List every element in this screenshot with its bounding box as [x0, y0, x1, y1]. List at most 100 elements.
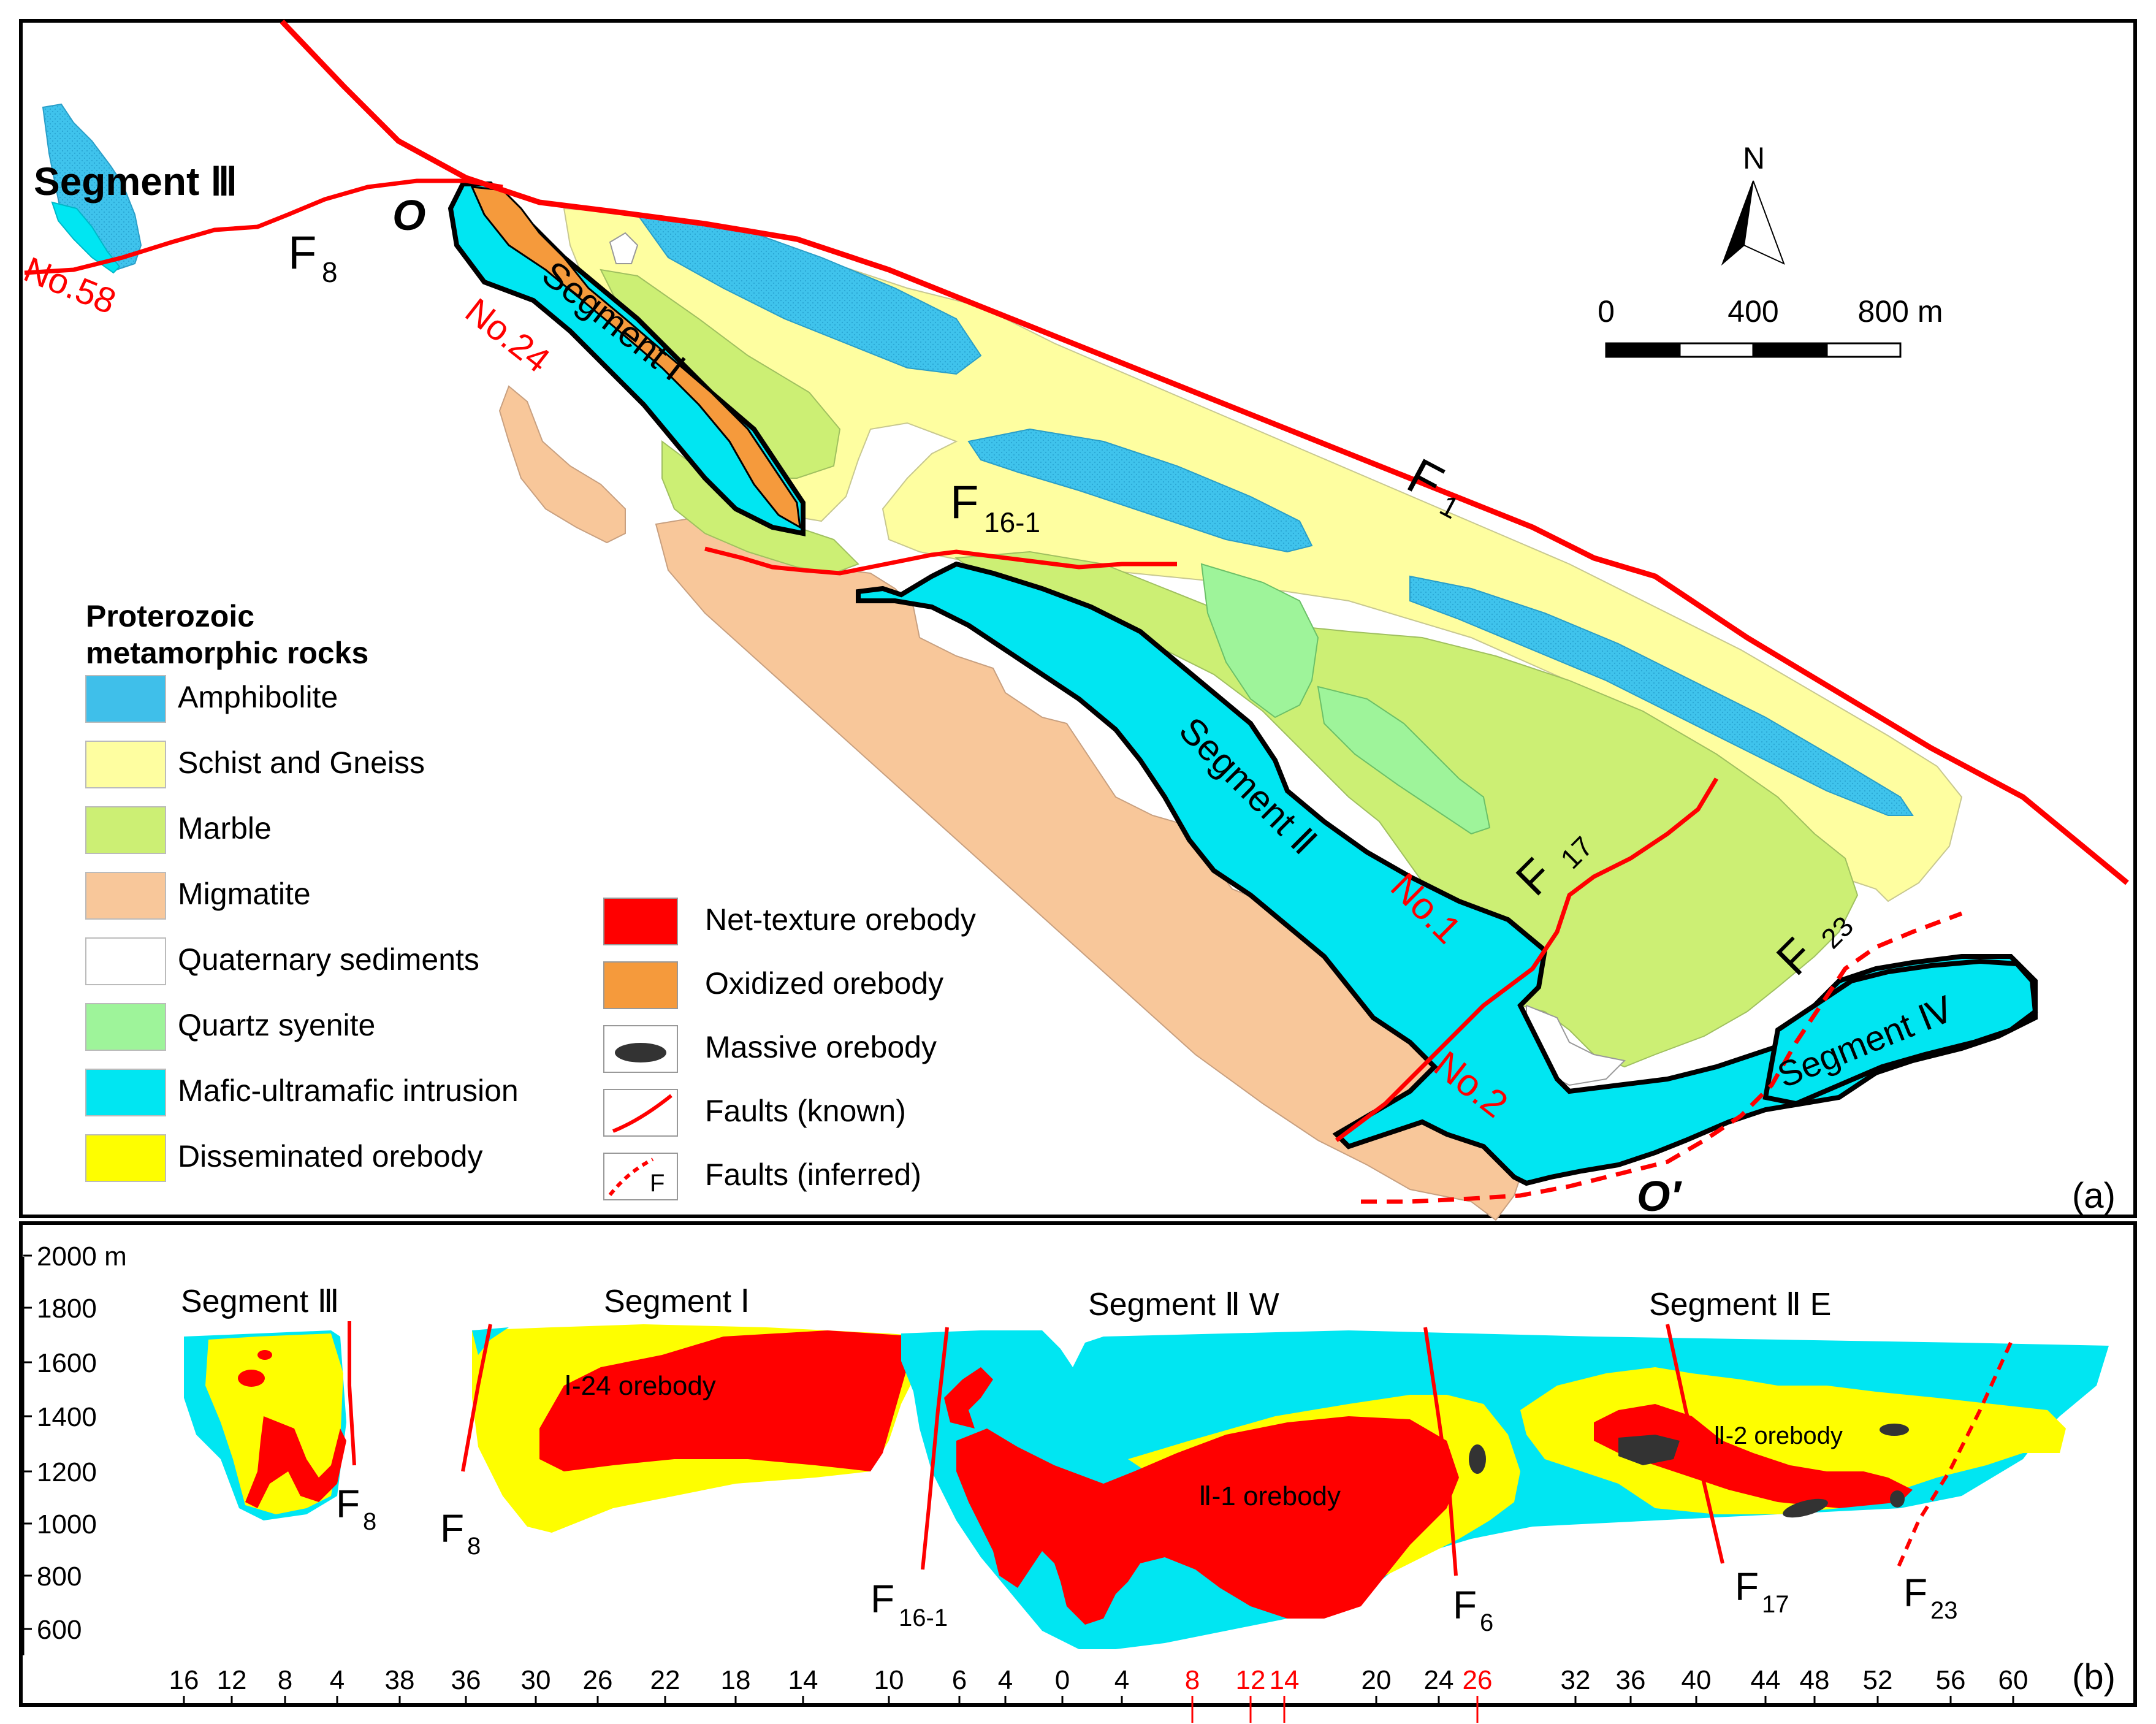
- migmatite-small: [498, 385, 626, 544]
- north-arrow-light-half: [1743, 180, 1785, 265]
- legend-swatch-schist-and-gneiss: [85, 741, 166, 788]
- quartz-syenite-2: [1317, 685, 1491, 835]
- line-number-label: 8: [1185, 1665, 1200, 1695]
- section-fault-label-f6: F 6: [1453, 1583, 1493, 1636]
- line-number-label: 16: [169, 1665, 199, 1695]
- legend-swatch-massive-orebody: [615, 1043, 666, 1062]
- legend-swatch-disseminated-orebody: [85, 1134, 166, 1182]
- line-number-label: 56: [1936, 1665, 1966, 1695]
- section-seg2e-net: [1594, 1404, 1913, 1508]
- scale-bar-segment-4: [1826, 342, 1902, 358]
- legend-label-quaternary-sediments: Quaternary sediments: [178, 942, 479, 977]
- legend-swatch-amphibolite: [85, 675, 166, 723]
- line-number-label: 14: [1270, 1665, 1300, 1695]
- line-number-label: 60: [1998, 1665, 2028, 1695]
- fault-f17: [1335, 777, 1719, 1142]
- section-orebody-i-24: Ⅰ-24 orebody: [564, 1371, 716, 1401]
- legend-swatch-quartz-syenite: [85, 1003, 166, 1051]
- legend-label-faults-inferred: Faults (inferred): [705, 1158, 921, 1192]
- fault-label-f8-sub: 8: [322, 256, 338, 288]
- section-seg1-net: [539, 1330, 920, 1471]
- section-seg2e-massive-3: [1880, 1424, 1909, 1436]
- scale-bar-segment-3: [1752, 342, 1828, 358]
- line-number-label: 36: [1616, 1665, 1646, 1695]
- marble-main: [954, 551, 1859, 1068]
- section-fault-label-f16-1-sub: 16-1: [899, 1604, 948, 1631]
- section-fault-label-f17: F 17: [1735, 1565, 1789, 1618]
- section-seg1-intrusion-cap: [472, 1327, 509, 1355]
- amphibolite-north-2: [967, 428, 1313, 553]
- section-fault-label-f23-base: F: [1903, 1571, 1927, 1615]
- legend-label-disseminated-orebody: Disseminated orebody: [178, 1139, 483, 1173]
- legend-swatch-marble: [85, 806, 166, 854]
- line-number-label: 10: [874, 1665, 904, 1695]
- line-number-label: 4: [998, 1665, 1013, 1695]
- elevation-label: 1000: [37, 1509, 97, 1539]
- legend-swatch-mafic-ultramafic-intrusion: [85, 1069, 166, 1116]
- section-seg2w-net-patch: [944, 1367, 993, 1428]
- section-seg3-net-blob2: [257, 1350, 272, 1360]
- section-fault-f16-1: [921, 1327, 949, 1570]
- section-fault-label-f16-1: F 16-1: [870, 1577, 948, 1631]
- section-seg3-net-blob1: [238, 1370, 265, 1387]
- fault-label-f16-1: F 16-1: [950, 476, 1040, 538]
- legend-title-line1: Proterozoic: [86, 599, 254, 633]
- panel-b-label: (b): [2072, 1657, 2116, 1697]
- legend-label-schist-and-gneiss: Schist and Gneiss: [178, 746, 425, 780]
- legend-label-quartz-syenite: Quartz syenite: [178, 1008, 375, 1042]
- line-number-label: 24: [1424, 1665, 1454, 1695]
- fault-f1: [280, 19, 2129, 885]
- section-fault-label-f8-seg3: F 8: [336, 1482, 376, 1535]
- legend-swatch-oxidized-orebody: [603, 961, 678, 1009]
- line-number-label: 32: [1561, 1665, 1591, 1695]
- elevation-label: 600: [37, 1615, 82, 1645]
- legend-label-massive-orebody: Massive orebody: [705, 1030, 937, 1064]
- quartz-syenite-1: [1200, 563, 1319, 719]
- line-number-label: 40: [1682, 1665, 1712, 1695]
- legend-label-migmatite: Migmatite: [178, 877, 311, 911]
- fault-label-f8: F 8: [288, 227, 338, 288]
- segment-3-intrusion: [51, 201, 121, 274]
- legend-title-line2: metamorphic rocks: [86, 636, 368, 670]
- line-number-label: 26: [1463, 1665, 1493, 1695]
- legend-left-column: Amphibolite Schist and Gneiss Marble Migmat…: [85, 675, 519, 1182]
- line-number-label: 52: [1863, 1665, 1893, 1695]
- fault-label-f16-1-base: F: [950, 476, 978, 528]
- legend-inferred-fault-letter: F: [650, 1170, 665, 1197]
- elevation-label: 1400: [37, 1402, 97, 1432]
- scale-label-400: 400: [1727, 294, 1778, 329]
- north-arrow: N: [1721, 141, 1785, 266]
- line-number-axis: 16 12 8 4 38 36 30 26 22 18 14 10 6 4 0 4 8 12 14 20 24 26 32 3…: [159, 1665, 2066, 1723]
- legend-swatch-quaternary-sediments: [85, 937, 166, 985]
- section-seg2e-massive-4: [1890, 1490, 1905, 1508]
- segment-2-intrusion: [856, 561, 2038, 1186]
- section-fault-f17: [1666, 1324, 1724, 1564]
- segment-4-intrusion: [1762, 958, 2038, 1107]
- section-seg2w-massive: [1469, 1444, 1486, 1474]
- line-number-label: 18: [721, 1665, 751, 1695]
- legend-label-faults-known: Faults (known): [705, 1094, 906, 1128]
- section-fault-label-f6-sub: 6: [1480, 1609, 1493, 1636]
- oxidized-orebody-no24: [470, 186, 801, 529]
- line-number-label: 36: [451, 1665, 481, 1695]
- scale-bar: 0 400 800 m: [1598, 294, 1943, 358]
- section-fault-label-f8-seg1: F 8: [440, 1506, 481, 1560]
- elevation-label: 1600: [37, 1348, 97, 1378]
- section-fault-label-f17-base: F: [1735, 1565, 1759, 1609]
- section-seg2e-massive-1: [1618, 1435, 1680, 1465]
- map-legend: Proterozoic metamorphic rocks Amphibolit…: [85, 599, 976, 1200]
- panel-b-section: Segment Ⅲ Segment Ⅰ Segment Ⅱ W Segment …: [19, 1221, 2137, 1723]
- line-number-label: 4: [330, 1665, 345, 1695]
- legend-label-net-texture-orebody: Net-texture orebody: [705, 902, 976, 937]
- fault-f8: [24, 178, 503, 275]
- line-number-label: 14: [788, 1665, 818, 1695]
- line-number-label: 26: [583, 1665, 613, 1695]
- section-start-o: O: [392, 191, 425, 239]
- legend-swatch-net-texture-orebody: [603, 898, 678, 945]
- section-fault-label-f16-1-base: F: [870, 1577, 894, 1621]
- section-seg1-title: Segment Ⅰ: [604, 1284, 750, 1319]
- section-seg2w-title: Segment Ⅱ W: [1088, 1287, 1279, 1322]
- section-fault-label-f8-seg1-base: F: [440, 1506, 464, 1550]
- line-number-label: 4: [1114, 1665, 1129, 1695]
- section-seg2e-massive-2: [1783, 1498, 1828, 1518]
